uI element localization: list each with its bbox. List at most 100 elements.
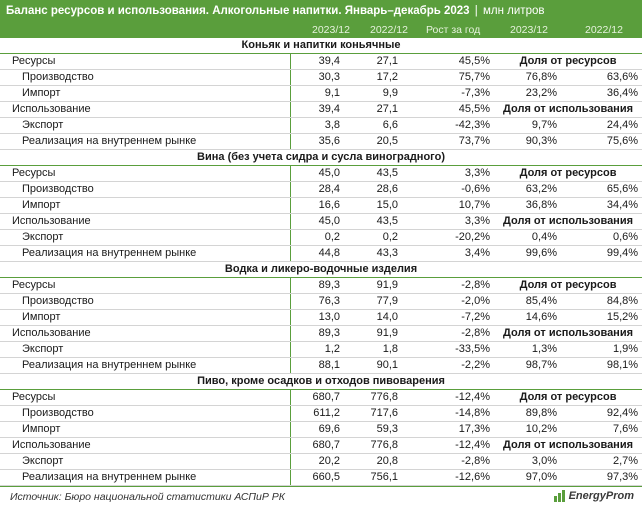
value-2023: 39,4 [290,101,344,119]
share-header: Доля от ресурсов [494,389,642,407]
value-2023: 680,7 [290,389,344,407]
table-row: Реализация на внутреннем рынке 44,8 43,3 3,… [0,245,642,263]
share-2023: 0,4% [494,229,561,247]
row-label: Ресурсы [0,53,291,71]
share-header: Доля от ресурсов [494,165,642,183]
value-2022: 43,5 [344,165,402,183]
table-row: Импорт 69,6 59,3 17,3% 10,2% 7,6% [0,421,642,439]
value-2023: 660,5 [290,469,344,487]
table-row: Ресурсы 39,4 27,1 45,5% Доля от ресурсов [0,53,642,71]
table-row: Экспорт 1,2 1,8 -33,5% 1,3% 1,9% [0,341,642,359]
row-label: Ресурсы [0,277,291,295]
share-2023: 85,4% [494,293,561,311]
share-2023: 3,0% [494,453,561,471]
value-2022: 59,3 [344,421,402,439]
row-label: Экспорт [0,341,291,359]
table-row: Ресурсы 45,0 43,5 3,3% Доля от ресурсов [0,165,642,183]
value-2023: 20,2 [290,453,344,471]
share-2022: 0,6% [561,229,642,247]
value-2022: 15,0 [344,197,402,215]
table-row: Реализация на внутреннем рынке 35,6 20,5 73… [0,133,642,151]
table-row: Экспорт 20,2 20,8 -2,8% 3,0% 2,7% [0,453,642,471]
row-label: Импорт [0,197,291,215]
row-label: Экспорт [0,229,291,247]
growth-value: 17,3% [402,421,494,439]
row-label: Реализация на внутреннем рынке [0,245,291,263]
value-2023: 611,2 [290,405,344,423]
growth-value: -2,8% [402,325,494,343]
share-header: Доля от ресурсов [494,277,642,295]
value-2023: 16,6 [290,197,344,215]
value-2022: 9,9 [344,85,402,103]
row-label: Производство [0,181,291,199]
share-2022: 65,6% [561,181,642,199]
value-2022: 6,6 [344,117,402,135]
share-2022: 92,4% [561,405,642,423]
table-row: Ресурсы 680,7 776,8 -12,4% Доля от ресурсов [0,389,642,407]
row-label: Импорт [0,85,291,103]
table-row: Экспорт 0,2 0,2 -20,2% 0,4% 0,6% [0,229,642,247]
share-2023: 14,6% [494,309,561,327]
value-2022: 27,1 [344,101,402,119]
row-label: Ресурсы [0,389,291,407]
row-label: Экспорт [0,453,291,471]
value-2022: 756,1 [344,469,402,487]
growth-value: 45,5% [402,53,494,71]
col-header-share-2022: 2022/12 [585,24,623,36]
share-2022: 63,6% [561,69,642,87]
growth-value: -2,2% [402,357,494,375]
share-2022: 1,9% [561,341,642,359]
col-header-growth: Рост за год [426,24,481,36]
section-title: Пиво, кроме осадков и отходов пивоварени… [0,373,642,391]
value-2022: 776,8 [344,437,402,455]
row-label: Производство [0,69,291,87]
table-row: Импорт 13,0 14,0 -7,2% 14,6% 15,2% [0,309,642,327]
row-label: Реализация на внутреннем рынке [0,133,291,151]
logo-text: EnergyProm [568,490,634,502]
value-2022: 91,9 [344,325,402,343]
growth-value: -12,6% [402,469,494,487]
share-2023: 9,7% [494,117,561,135]
growth-value: -7,2% [402,309,494,327]
col-header-share-2023: 2023/12 [510,24,548,36]
growth-value: -12,4% [402,389,494,407]
value-2023: 30,3 [290,69,344,87]
col-header-2022: 2022/12 [370,24,408,36]
unit-label: млн литров [483,5,545,17]
share-2022: 24,4% [561,117,642,135]
table-title: Баланс ресурсов и использования. Алкогол… [6,5,470,17]
growth-value: -33,5% [402,341,494,359]
growth-value: -14,8% [402,405,494,423]
share-2023: 89,8% [494,405,561,423]
title-separator: | [474,5,478,17]
value-2022: 77,9 [344,293,402,311]
share-header: Доля от использования [494,437,642,455]
value-2022: 43,3 [344,245,402,263]
share-2022: 34,4% [561,197,642,215]
row-label: Использование [0,437,291,455]
share-2022: 15,2% [561,309,642,327]
section-header: Коньяк и напитки коньячные [0,38,642,55]
growth-value: -2,0% [402,293,494,311]
share-2023: 1,3% [494,341,561,359]
row-label: Использование [0,213,291,231]
share-header: Доля от использования [494,101,642,119]
row-label: Реализация на внутреннем рынке [0,357,291,375]
value-2023: 680,7 [290,437,344,455]
share-2022: 2,7% [561,453,642,471]
section-title: Вина (без учета сидра и сусла виноградно… [0,149,642,167]
value-2022: 28,6 [344,181,402,199]
value-2022: 14,0 [344,309,402,327]
value-2023: 88,1 [290,357,344,375]
value-2023: 35,6 [290,133,344,151]
table-row: Использование 45,0 43,5 3,3% Доля от использ… [0,213,642,231]
energyprom-logo: EnergyProm [553,490,634,502]
section-header: Вина (без учета сидра и сусла виноградно… [0,149,642,167]
col-header-2023: 2023/12 [312,24,350,36]
column-header-row: 2023/12 2022/12 Рост за год 2023/12 2022… [0,22,642,38]
share-header: Доля от использования [494,213,642,231]
value-2023: 1,2 [290,341,344,359]
share-2023: 99,6% [494,245,561,263]
share-2023: 76,8% [494,69,561,87]
table-title-bar: Баланс ресурсов и использования. Алкогол… [0,0,642,22]
